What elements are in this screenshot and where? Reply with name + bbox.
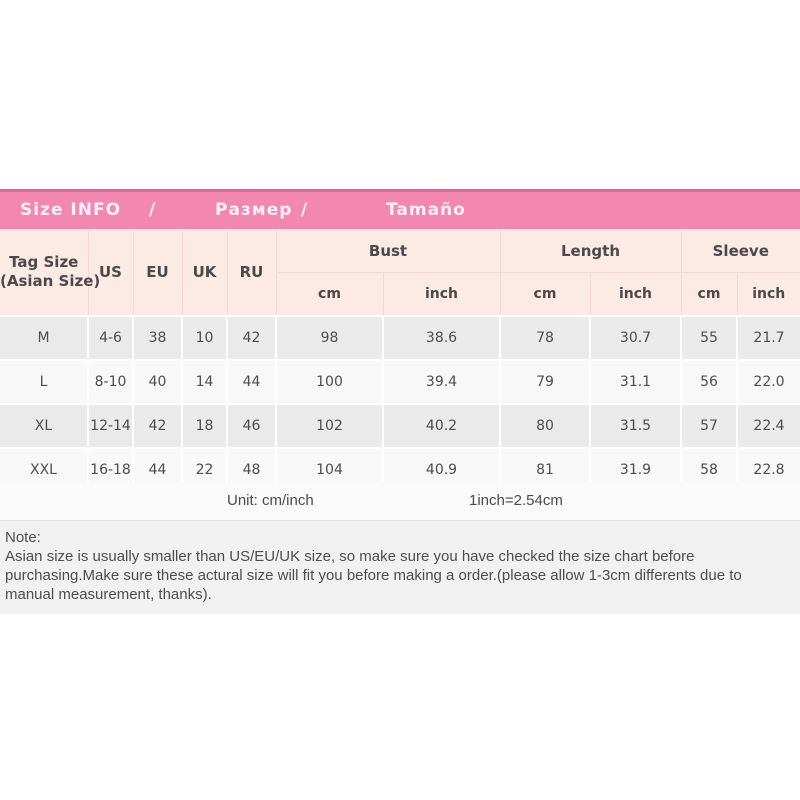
- header-uk: UK: [181, 229, 228, 317]
- cell-length-inch: 30.7: [589, 315, 682, 361]
- cell-bust-cm: 98: [275, 315, 384, 361]
- cell-length-cm: 79: [499, 359, 591, 405]
- header-tag-size-line1: Tag Size: [9, 253, 79, 271]
- unit-label: Unit: cm/inch: [227, 492, 314, 509]
- size-chart-table: Tag Size (Asian Size) US EU UK RU Bust L…: [0, 229, 800, 493]
- cell-length-inch: 31.1: [589, 359, 682, 405]
- cell-us: 4-6: [87, 315, 134, 361]
- banner-title-spanish: Tamaño: [386, 200, 466, 220]
- cell-us: 8-10: [87, 359, 134, 405]
- header-length: Length: [499, 229, 682, 273]
- header-length-cm: cm: [499, 272, 591, 317]
- header-ru: RU: [226, 229, 277, 317]
- cell-uk: 18: [181, 403, 228, 449]
- cell-bust-inch: 40.2: [382, 403, 501, 449]
- cell-tag-size: M: [0, 315, 89, 361]
- cell-length-inch: 31.5: [589, 403, 682, 449]
- cell-bust-inch: 38.6: [382, 315, 501, 361]
- banner-separator: /: [301, 200, 309, 220]
- header-us: US: [87, 229, 134, 317]
- table-row-xl: XL 12-14 42 18 46 102 40.2 80 31.5 57 22…: [0, 403, 800, 449]
- banner-title-russian: Размер: [215, 200, 293, 220]
- cell-ru: 46: [226, 403, 277, 449]
- cell-sleeve-inch: 22.0: [736, 359, 800, 405]
- cell-us: 12-14: [87, 403, 134, 449]
- cell-eu: 38: [132, 315, 183, 361]
- cell-tag-size: XL: [0, 403, 89, 449]
- header-tag-size-line2: (Asian Size): [0, 272, 101, 290]
- note-body: Asian size is usually smaller than US/EU…: [5, 548, 742, 603]
- cell-sleeve-cm: 56: [680, 359, 738, 405]
- table-row-m: M 4-6 38 10 42 98 38.6 78 30.7 55 21.7: [0, 315, 800, 361]
- cell-eu: 40: [132, 359, 183, 405]
- cell-bust-cm: 102: [275, 403, 384, 449]
- banner-title-english: Size INFO: [20, 200, 122, 220]
- cell-sleeve-cm: 57: [680, 403, 738, 449]
- unit-footer: Unit: cm/inch 1inch=2.54cm: [0, 482, 800, 521]
- cell-sleeve-inch: 21.7: [736, 315, 800, 361]
- cell-length-cm: 78: [499, 315, 591, 361]
- cell-eu: 42: [132, 403, 183, 449]
- cell-uk: 14: [181, 359, 228, 405]
- note-section: Note: Asian size is usually smaller than…: [0, 521, 800, 614]
- header-sleeve-inch: inch: [736, 272, 800, 317]
- size-info-banner: Size INFO / Размер / Tamaño: [0, 189, 800, 229]
- table-row-l: L 8-10 40 14 44 100 39.4 79 31.1 56 22.0: [0, 359, 800, 405]
- header-eu: EU: [132, 229, 183, 317]
- cell-tag-size: L: [0, 359, 89, 405]
- header-row-groups: Tag Size (Asian Size) US EU UK RU Bust L…: [0, 229, 800, 317]
- header-length-inch: inch: [589, 272, 682, 317]
- cell-ru: 44: [226, 359, 277, 405]
- cell-uk: 10: [181, 315, 228, 361]
- header-bust-inch: inch: [382, 272, 501, 317]
- cell-bust-inch: 39.4: [382, 359, 501, 405]
- inch-conversion-label: 1inch=2.54cm: [469, 492, 563, 509]
- header-sleeve-cm: cm: [680, 272, 738, 317]
- header-tag-size: Tag Size (Asian Size): [0, 229, 101, 317]
- cell-sleeve-cm: 55: [680, 315, 738, 361]
- header-bust: Bust: [275, 229, 501, 273]
- cell-sleeve-inch: 22.4: [736, 403, 800, 449]
- cell-length-cm: 80: [499, 403, 591, 449]
- cell-ru: 42: [226, 315, 277, 361]
- header-bust-cm: cm: [276, 272, 384, 317]
- note-title: Note:: [5, 529, 41, 546]
- header-row-units: cm inch cm inch cm inch: [0, 272, 800, 317]
- banner-separator: /: [149, 200, 157, 220]
- cell-bust-cm: 100: [275, 359, 384, 405]
- header-sleeve: Sleeve: [680, 229, 800, 273]
